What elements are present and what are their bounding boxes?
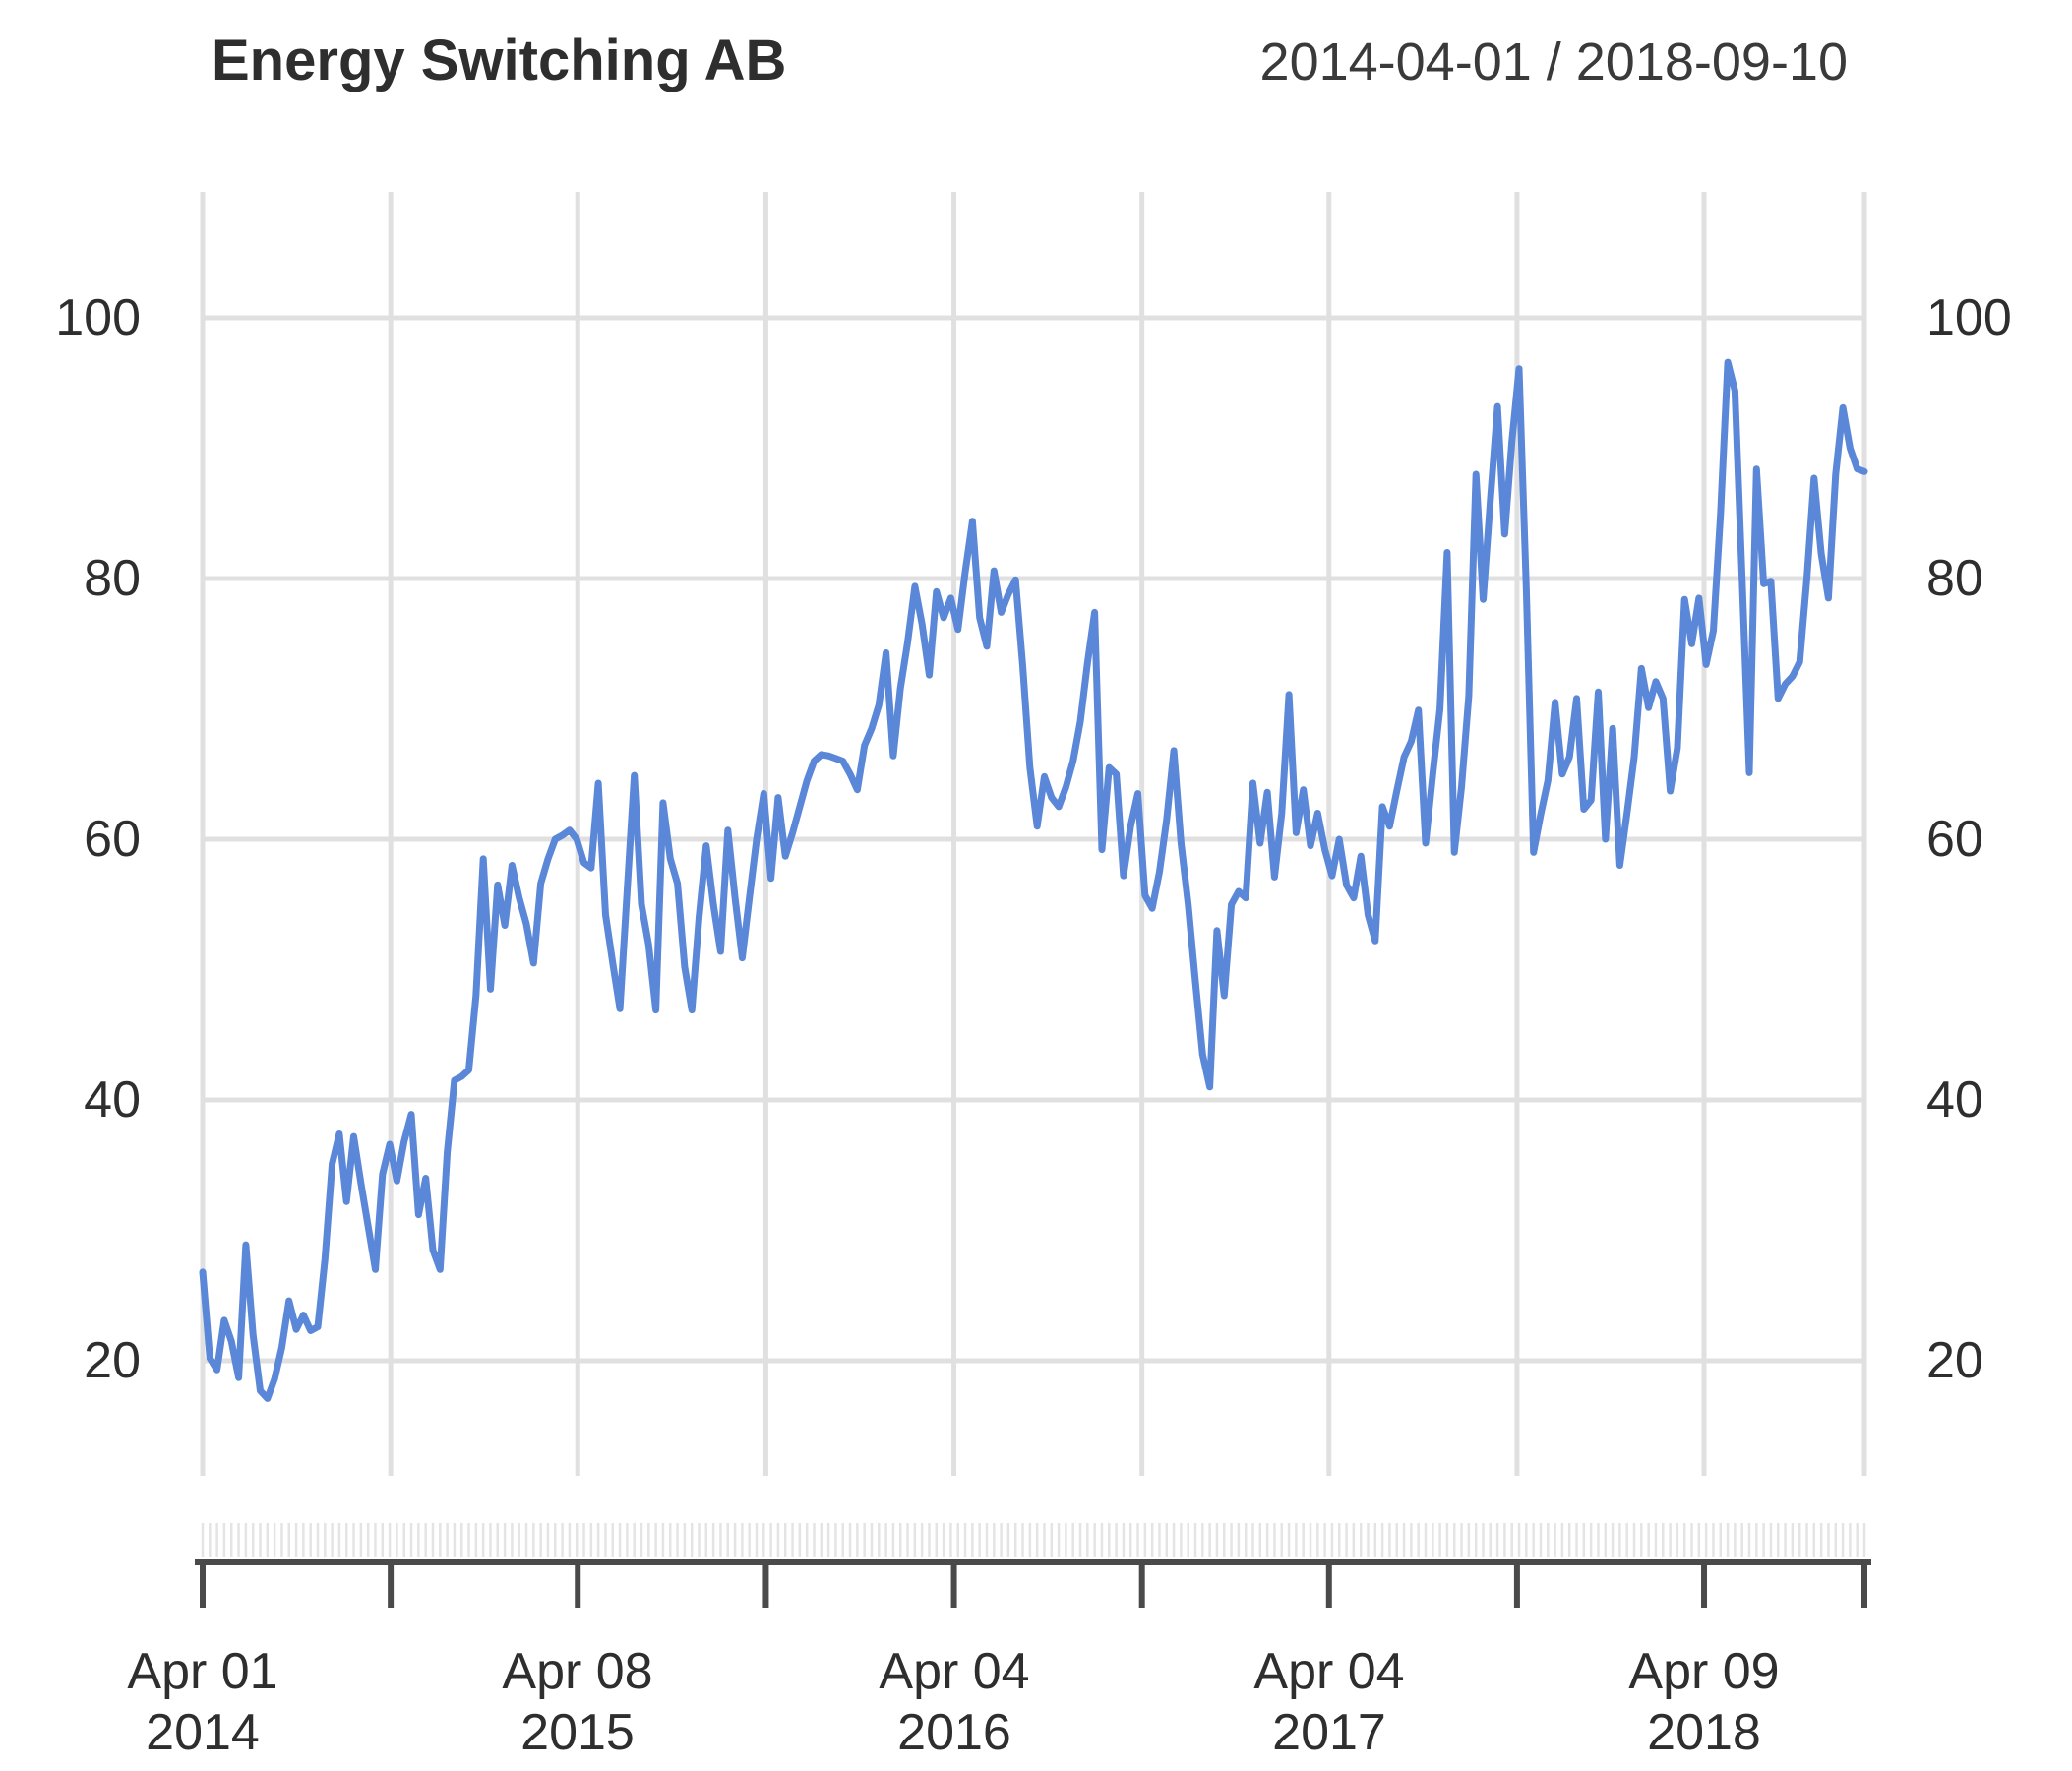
x-axis-tick-2017: Apr 04 2017 (1172, 1641, 1487, 1763)
x-tick-month-day: Apr 09 (1628, 1643, 1780, 1700)
y-axis-left-tick-80: 80 (84, 550, 141, 607)
y-axis-left-tick-40: 40 (84, 1071, 141, 1129)
x-axis-tick-2016: Apr 04 2016 (797, 1641, 1112, 1763)
x-tick-year: 2016 (897, 1704, 1011, 1761)
y-axis-right-tick-40: 40 (1926, 1071, 1983, 1129)
x-tick-month-day: Apr 04 (879, 1643, 1030, 1700)
y-axis-left-tick-20: 20 (84, 1332, 141, 1389)
x-tick-month-day: Apr 04 (1253, 1643, 1405, 1700)
x-axis-tick-2014: Apr 01 2014 (45, 1641, 360, 1763)
y-axis-left-tick-60: 60 (84, 811, 141, 868)
x-tick-year: 2018 (1647, 1704, 1761, 1761)
y-axis-left-tick-100: 100 (55, 289, 141, 346)
x-axis-tick-2018: Apr 09 2018 (1547, 1641, 1861, 1763)
chart-title: Energy Switching AB (212, 29, 787, 92)
x-tick-month-day: Apr 08 (502, 1643, 653, 1700)
price-series-line (199, 358, 1868, 1402)
x-tick-year: 2014 (146, 1704, 260, 1761)
x-tick-month-day: Apr 01 (127, 1643, 278, 1700)
y-axis-right-tick-60: 60 (1926, 811, 1983, 868)
y-axis-right-tick-80: 80 (1926, 550, 1983, 607)
x-axis-tick-2015: Apr 08 2015 (420, 1641, 735, 1763)
chart-date-range: 2014-04-01 / 2018-09-10 (1259, 32, 1848, 92)
y-axis-right-tick-20: 20 (1926, 1332, 1983, 1389)
x-tick-year: 2015 (520, 1704, 635, 1761)
x-tick-year: 2017 (1272, 1704, 1386, 1761)
y-axis-right-tick-100: 100 (1926, 289, 2012, 346)
